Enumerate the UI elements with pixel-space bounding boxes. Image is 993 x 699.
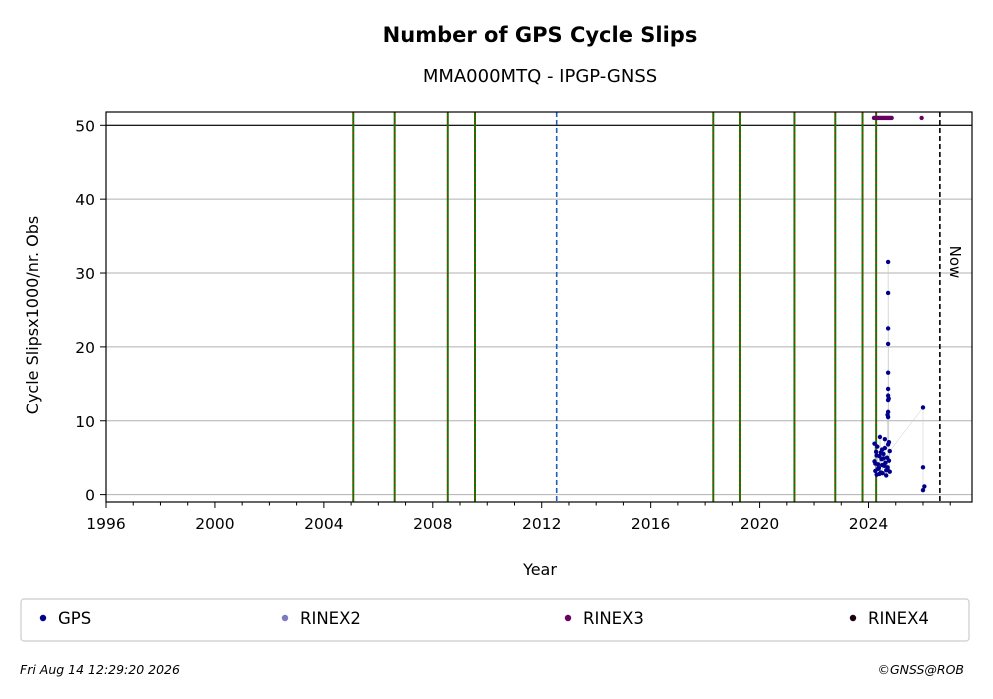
legend-entry-rinex3: RINEX3 bbox=[564, 609, 644, 628]
chart-title: Number of GPS Cycle Slips bbox=[383, 23, 698, 47]
chart-subtitle: MMA000MTQ - IPGP-GNSS bbox=[423, 66, 657, 87]
y-tick-label: 10 bbox=[75, 413, 95, 431]
x-tick-label: 2024 bbox=[849, 515, 888, 533]
x-tick-label: 2020 bbox=[740, 515, 779, 533]
data-point-gps bbox=[879, 462, 885, 468]
x-tick-label: 1996 bbox=[86, 515, 125, 533]
data-point-gps bbox=[881, 456, 886, 461]
legend-label-rinex2: RINEX2 bbox=[300, 609, 361, 628]
legend-box bbox=[20, 598, 970, 642]
series-connector-gps bbox=[874, 261, 925, 491]
data-point-gps bbox=[882, 445, 888, 451]
y-tick-label: 0 bbox=[85, 487, 95, 505]
series-connectors bbox=[874, 261, 925, 491]
data-point-gps bbox=[920, 405, 926, 410]
y-axis-label: Cycle Slipsx1000/nr. Obs bbox=[23, 216, 42, 414]
legend-marker-gps bbox=[39, 614, 47, 622]
data-point-gps bbox=[885, 412, 890, 418]
now-label: Now bbox=[946, 246, 964, 279]
x-tick-label: 2000 bbox=[195, 515, 234, 533]
legend-marker-rinex2 bbox=[281, 614, 289, 622]
data-point-gps bbox=[885, 341, 891, 347]
y-tick-label: 30 bbox=[75, 265, 95, 283]
legend-entry-rinex4: RINEX4 bbox=[849, 609, 929, 628]
data-point-gps bbox=[873, 449, 879, 454]
data-point-gps bbox=[875, 444, 880, 449]
data-point-gps bbox=[886, 458, 892, 463]
legend-entry-rinex2: RINEX2 bbox=[281, 609, 361, 628]
x-tick-label: 2004 bbox=[304, 515, 343, 533]
data-point-gps bbox=[884, 468, 889, 473]
legend-label-rinex4: RINEX4 bbox=[868, 609, 929, 628]
data-point-gps bbox=[920, 487, 926, 493]
data-point-gps bbox=[885, 326, 891, 331]
data-point-gps bbox=[877, 471, 882, 477]
data-point-gps bbox=[887, 469, 892, 474]
data-point-rinex3 bbox=[919, 115, 924, 121]
data-point-gps bbox=[922, 484, 927, 489]
legend: GPS RINEX2 RINEX3 RINEX4 bbox=[20, 598, 970, 642]
data-point-gps bbox=[886, 439, 892, 445]
x-tick-label: 2008 bbox=[413, 515, 452, 533]
data-point-gps bbox=[882, 437, 888, 442]
legend-label-gps: GPS bbox=[58, 609, 91, 628]
data-point-gps bbox=[883, 460, 888, 466]
x-axis-label: Year bbox=[522, 560, 557, 579]
y-tick-label: 50 bbox=[75, 117, 95, 135]
data-point-gps bbox=[885, 370, 891, 375]
plot-frame bbox=[105, 111, 973, 503]
data-point-gps bbox=[875, 466, 881, 471]
footer-credit: ©GNSS@ROB bbox=[877, 662, 964, 677]
data-point-gps bbox=[887, 448, 892, 454]
data-point-gps bbox=[884, 473, 889, 478]
y-axis: 0 10 20 30 40 50 bbox=[75, 117, 106, 505]
data-point-gps bbox=[885, 290, 891, 296]
data-point-gps bbox=[885, 386, 891, 392]
data-point-gps bbox=[873, 461, 878, 466]
data-point-rinex3 bbox=[889, 115, 894, 121]
x-axis: 1996 2000 2004 2008 2012 2016 2020 2024 bbox=[86, 502, 951, 533]
y-tick-label: 20 bbox=[75, 339, 95, 357]
data-points bbox=[871, 115, 927, 493]
data-point-gps bbox=[878, 450, 883, 455]
data-point-gps bbox=[886, 396, 891, 401]
y-gridlines bbox=[106, 124, 972, 496]
legend-label-rinex3: RINEX3 bbox=[583, 609, 644, 628]
x-tick-label: 2016 bbox=[631, 515, 670, 533]
x-tick-label: 2012 bbox=[522, 515, 561, 533]
legend-marker-rinex3 bbox=[564, 614, 572, 622]
legend-marker-rinex4 bbox=[849, 614, 857, 622]
legend-entry-gps: GPS bbox=[39, 609, 91, 628]
event-lines: Now bbox=[352, 112, 964, 502]
footer-timestamp: Fri Aug 14 12:29:20 2026 bbox=[20, 662, 180, 677]
data-point-gps bbox=[877, 434, 883, 440]
data-point-gps bbox=[885, 259, 891, 265]
data-point-gps bbox=[920, 465, 926, 470]
y-tick-label: 40 bbox=[75, 191, 95, 209]
data-point-gps bbox=[872, 441, 877, 446]
data-point-gps bbox=[874, 453, 879, 458]
